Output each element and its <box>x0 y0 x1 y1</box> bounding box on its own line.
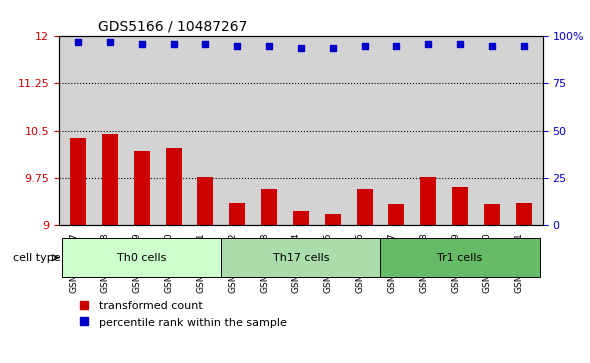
Point <box>232 43 242 49</box>
Point <box>201 41 210 47</box>
FancyBboxPatch shape <box>62 238 221 277</box>
Point <box>137 41 146 47</box>
Text: GDS5166 / 10487267: GDS5166 / 10487267 <box>98 20 247 34</box>
Bar <box>324 214 340 225</box>
Point <box>424 41 433 47</box>
Point <box>455 41 465 47</box>
Point <box>392 43 401 49</box>
Text: cell type: cell type <box>13 253 61 263</box>
Bar <box>516 203 532 225</box>
Text: Th17 cells: Th17 cells <box>273 253 329 263</box>
Text: Th0 cells: Th0 cells <box>117 253 166 263</box>
Bar <box>198 177 214 225</box>
Point <box>169 41 178 47</box>
Bar <box>420 177 436 225</box>
Bar <box>230 203 245 225</box>
Legend: transformed count, percentile rank within the sample: transformed count, percentile rank withi… <box>74 296 291 332</box>
FancyBboxPatch shape <box>221 238 381 277</box>
Point <box>360 43 369 49</box>
Text: Tr1 cells: Tr1 cells <box>437 253 483 263</box>
Point <box>519 43 529 49</box>
Bar <box>134 151 150 225</box>
Bar <box>261 189 277 225</box>
Point <box>328 45 337 50</box>
Bar <box>70 138 86 225</box>
Point <box>296 45 306 50</box>
FancyBboxPatch shape <box>381 238 540 277</box>
Bar <box>356 189 372 225</box>
Bar <box>484 204 500 225</box>
Bar <box>166 148 182 225</box>
Bar <box>102 134 118 225</box>
Point <box>73 39 83 45</box>
Bar <box>388 204 404 225</box>
Bar <box>293 211 309 225</box>
Point <box>264 43 274 49</box>
Bar <box>452 187 468 225</box>
Point <box>487 43 497 49</box>
Point <box>105 39 114 45</box>
